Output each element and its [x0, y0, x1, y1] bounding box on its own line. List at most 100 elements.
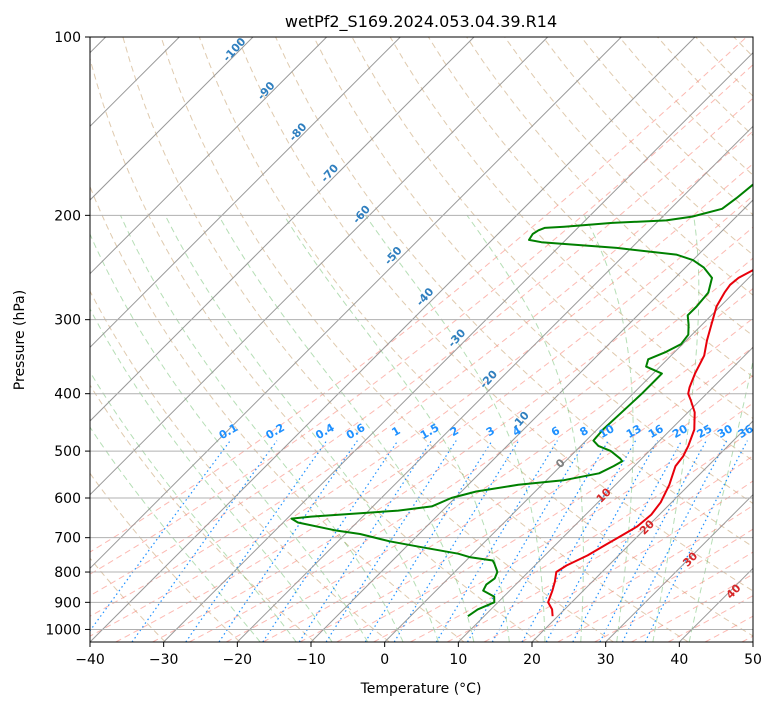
dry-adiabat-line — [275, 37, 753, 548]
dry-adiabat-label: -40 — [414, 285, 437, 309]
background-dashed-line — [90, 163, 753, 637]
isotherm-line — [90, 37, 475, 422]
mixing-ratio-line — [521, 440, 637, 642]
isotherm-line — [678, 567, 753, 642]
moist-adiabat-line — [652, 215, 700, 642]
isotherm-line — [90, 37, 401, 349]
dry-adiabat-line — [351, 37, 753, 462]
background-dashed-line — [90, 97, 753, 597]
dry-adiabat-line — [542, 37, 753, 256]
mixing-ratio-label: 0.1 — [217, 421, 240, 442]
isotherm-line — [163, 51, 753, 642]
dry-adiabat-line — [237, 37, 753, 592]
dry-adiabat-label: -70 — [318, 161, 341, 185]
dry-adiabat-line — [90, 472, 241, 642]
y-tick-label: 400 — [54, 387, 81, 403]
dry-adiabat-line — [90, 384, 316, 642]
mixing-ratio-label: 1.5 — [418, 421, 441, 442]
moist-adiabat-line — [218, 215, 475, 642]
mixing-ratio-label: 6 — [549, 424, 562, 439]
mixing-ratio-line — [545, 440, 659, 642]
isotherm-line — [752, 641, 753, 642]
y-tick-label: 900 — [54, 595, 81, 611]
dewpoint-line — [290, 183, 753, 618]
mixing-ratio-line — [621, 440, 728, 642]
background-dashed-line — [90, 64, 753, 575]
isotherm-line — [531, 420, 753, 642]
isotherm-line — [90, 37, 696, 642]
background-dashed-line — [226, 287, 753, 642]
background-dashed-line — [336, 374, 753, 642]
y-tick-label: 600 — [54, 491, 81, 507]
isotherm-line — [457, 346, 753, 642]
dry-adiabat-line — [90, 290, 390, 642]
isotherm-line — [384, 272, 753, 642]
mixing-ratio-line — [262, 440, 399, 642]
x-tick-label: −20 — [223, 652, 253, 668]
dry-adiabat-line — [733, 37, 753, 58]
mixing-ratio-label: 8 — [577, 424, 590, 439]
background-dashed-line — [262, 317, 753, 642]
dry-adiabat-label: -80 — [286, 120, 309, 144]
mixing-ratio-label: 0.4 — [313, 421, 337, 442]
background-dashed-line — [447, 455, 753, 642]
mixing-ratio-label: 25 — [695, 422, 715, 441]
dry-adiabat-line — [466, 37, 753, 337]
dry-adiabat-line — [313, 37, 753, 505]
moist-adiabat-line — [466, 215, 584, 642]
isotherm-line — [90, 37, 622, 570]
moist-adiabat-line — [164, 215, 439, 642]
dry-adiabat-line — [389, 37, 753, 420]
mixing-ratio-line — [644, 440, 748, 642]
background-dashed-line — [557, 528, 753, 642]
x-axis-label: Temperature (°C) — [360, 681, 482, 697]
isotherm-line — [90, 37, 328, 275]
dry-adiabat-line — [122, 37, 614, 642]
temperature-line — [547, 268, 753, 617]
background-dashed-line — [90, 130, 753, 617]
mixing-ratio-label: 2 — [448, 424, 461, 439]
mixing-ratio-line — [491, 440, 609, 642]
mixing-ratio-line — [131, 440, 278, 642]
dry-adiabat-label: -90 — [255, 79, 278, 103]
dry-adiabat-line — [160, 37, 689, 642]
x-tick-label: −30 — [149, 652, 179, 668]
y-tick-label: 700 — [54, 531, 81, 547]
background-dashed-line — [189, 257, 753, 642]
background-dashed-line — [115, 195, 753, 642]
line-labels: -100-90-80-70-60-50-40-30-20-100.1 0.2 0.4… — [217, 35, 756, 602]
x-tick-label: 20 — [523, 652, 541, 668]
grid-lines — [90, 37, 753, 642]
dry-adiabat-label: -60 — [350, 203, 373, 227]
y-tick-label: 100 — [54, 30, 81, 46]
mixing-ratio-label: 1 — [390, 424, 403, 439]
mixing-ratio-line — [364, 440, 493, 642]
dry-adiabat-line — [504, 37, 753, 296]
dry-adiabat-label: -20 — [477, 367, 500, 391]
y-tick-label: 200 — [54, 208, 81, 224]
mixing-ratio-line — [435, 440, 558, 642]
mixing-ratio-line — [218, 440, 358, 642]
dry-adiabat-line — [90, 56, 540, 642]
dry-adiabat-line — [198, 37, 753, 637]
dry-adiabat-line — [90, 185, 465, 642]
moist-adiabat-line — [90, 232, 369, 642]
x-tick-label: 0 — [380, 652, 389, 668]
y-tick-label: 300 — [54, 313, 81, 329]
background-dashed-line — [741, 635, 753, 642]
mixing-ratio-line — [572, 440, 683, 642]
mixing-ratio-line — [298, 440, 432, 642]
x-tick-label: −40 — [75, 652, 105, 668]
moist-adiabat-line — [90, 426, 261, 642]
mixing-ratio-label: 0.2 — [263, 421, 286, 442]
isotherm-line — [605, 493, 753, 642]
profile-lines — [290, 183, 753, 618]
y-axis: 100 200 300 400 500 600 700 800 900 1000 — [45, 30, 90, 638]
isotherm-line — [236, 125, 753, 642]
x-tick-label: 40 — [670, 652, 688, 668]
mixing-ratio-label: 10 — [597, 422, 617, 441]
y-tick-label: 500 — [54, 444, 81, 460]
x-axis: −40 −30 −20 −10 0 10 20 30 40 50 — [75, 642, 762, 668]
mixing-ratio-line — [599, 440, 707, 642]
